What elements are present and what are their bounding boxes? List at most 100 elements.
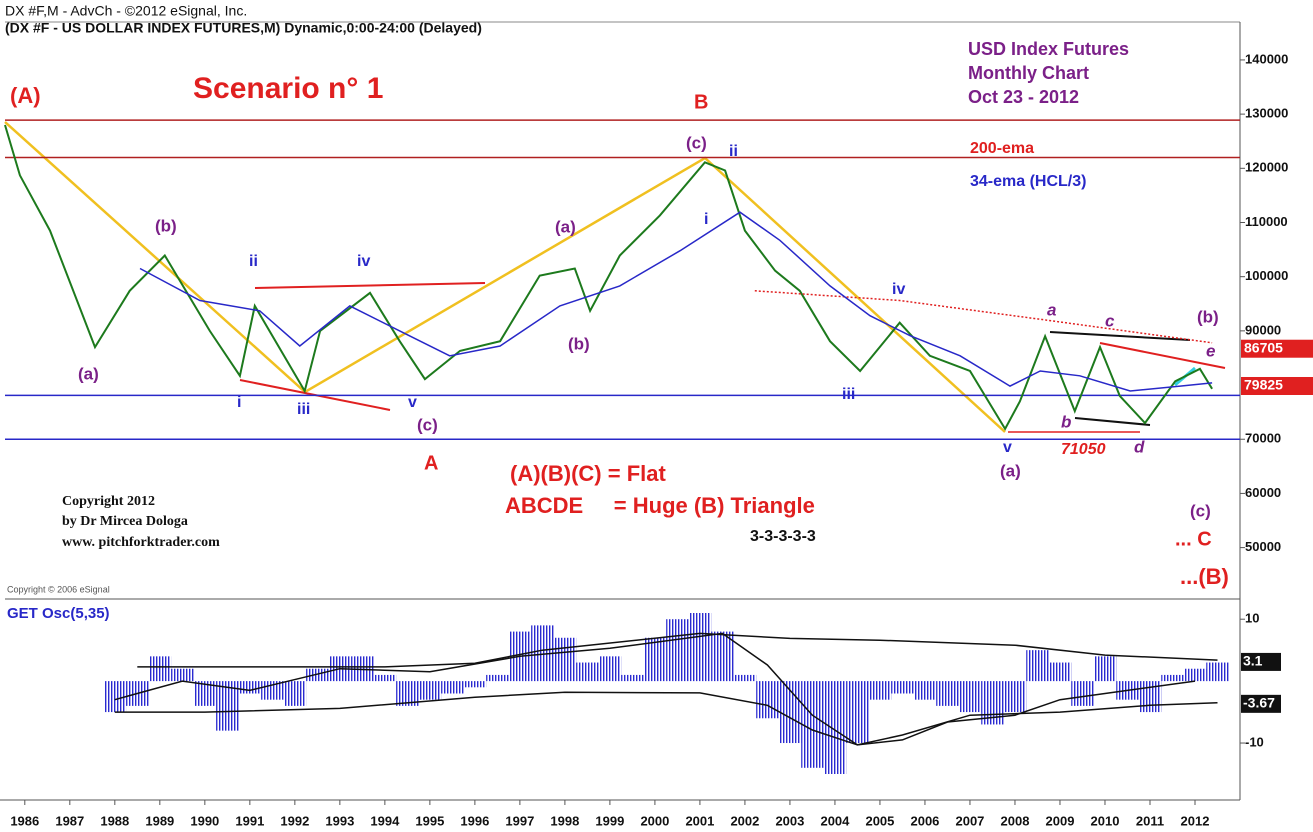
- annotation: (c): [1190, 501, 1211, 520]
- annotation: d: [1134, 437, 1145, 456]
- osc-bar: [711, 631, 734, 682]
- x-tick-label: 1998: [550, 813, 579, 828]
- osc-bar: [531, 625, 554, 682]
- price-tag: [1241, 376, 1313, 395]
- y-tick-label: 10: [1245, 611, 1259, 626]
- osc-bar: [1048, 662, 1072, 682]
- annotation: ii: [249, 253, 258, 270]
- trend-line: [1049, 331, 1191, 341]
- series-line: [4, 124, 1213, 431]
- x-tick-label: 1992: [280, 813, 309, 828]
- annotation: 3-3-3-3-3: [750, 528, 816, 545]
- annotation: ...(B): [1180, 564, 1229, 589]
- osc-bar: [913, 681, 937, 700]
- x-tick-label: 1995: [415, 813, 444, 828]
- annotation: ii: [729, 143, 738, 160]
- trend-line: [254, 282, 486, 289]
- series-line: [114, 691, 1218, 746]
- y-tick-label: 130000: [1245, 106, 1288, 121]
- osc-bar: [576, 662, 599, 682]
- value-tag-label: 3.1: [1243, 653, 1263, 669]
- value-tag: [1241, 652, 1281, 671]
- y-tick-label: 50000: [1245, 539, 1281, 554]
- x-tick-label: 2002: [730, 813, 759, 828]
- series-line: [114, 632, 1196, 746]
- header-line: (DX #F - US DOLLAR INDEX FUTURES,M) Dyna…: [5, 20, 482, 36]
- y-tick-label: -10: [1245, 734, 1264, 749]
- osc-bar: [801, 681, 824, 768]
- osc-bar: [373, 674, 397, 682]
- osc-title: GET Osc(5,35): [7, 605, 110, 622]
- x-tick-label: 1994: [370, 813, 400, 828]
- annotation: e: [1206, 341, 1215, 360]
- osc-bar: [216, 681, 239, 731]
- wave-line: [4, 121, 1006, 433]
- x-tick-label: 2007: [955, 813, 984, 828]
- annotation: b: [1061, 412, 1071, 431]
- x-tick-label: 2004: [820, 813, 850, 828]
- osc-bar: [418, 681, 442, 700]
- osc-bar: [1026, 650, 1049, 682]
- price-tag-label: 79825: [1244, 377, 1283, 393]
- header-line: DX #F,M - AdvCh - ©2012 eSignal, Inc.: [5, 3, 247, 19]
- annotation: a: [1047, 300, 1056, 319]
- annotation: Scenario n° 1: [193, 72, 383, 105]
- value-tag-label: -3.67: [1243, 695, 1275, 711]
- x-tick-label: 2010: [1091, 813, 1120, 828]
- y-tick-label: 100000: [1245, 268, 1288, 283]
- x-tick-label: 2001: [685, 813, 714, 828]
- x-tick-label: 1988: [100, 813, 129, 828]
- x-tick-label: 2008: [1001, 813, 1030, 828]
- osc-bar: [193, 681, 217, 706]
- annotation: i: [704, 211, 708, 228]
- osc-bar: [103, 681, 127, 713]
- osc-bar: [238, 681, 262, 694]
- osc-bar: [486, 674, 509, 682]
- x-tick-label: 1991: [235, 813, 264, 828]
- annotation: Copyright 2012: [62, 494, 155, 509]
- x-tick-label: 2000: [640, 813, 669, 828]
- osc-bar: [306, 668, 329, 682]
- price-tag: [1241, 339, 1313, 358]
- osc-bar: [868, 681, 892, 700]
- annotation: (a): [1000, 461, 1021, 480]
- annotation: ... C: [1175, 528, 1212, 550]
- annotation: Monthly Chart: [968, 63, 1089, 83]
- osc-bar: [846, 681, 869, 744]
- y-tick-label: 70000: [1245, 431, 1281, 446]
- y-tick-label: 120000: [1245, 160, 1288, 175]
- annotation: (A)(B)(C) = Flat: [510, 461, 666, 486]
- annotation: (a): [555, 217, 576, 236]
- osc-bar: [1071, 681, 1094, 706]
- annotation: iii: [842, 386, 855, 403]
- osc-bar: [396, 681, 419, 706]
- osc-bar: [891, 681, 914, 694]
- x-tick-label: 1989: [145, 813, 174, 828]
- annotation: iv: [357, 253, 370, 270]
- annotation: i: [237, 394, 241, 411]
- osc-bar: [666, 619, 689, 682]
- annotation: (b): [155, 216, 177, 235]
- annotation: (c): [686, 133, 707, 152]
- x-tick-label: 2005: [865, 813, 894, 828]
- x-tick-label: 2012: [1181, 813, 1210, 828]
- x-tick-label: 1996: [460, 813, 489, 828]
- annotation: v: [408, 394, 417, 411]
- y-tick-label: 140000: [1245, 51, 1288, 66]
- legend-label: 34-ema (HCL/3): [970, 173, 1086, 190]
- annotation: www. pitchforktrader.com: [62, 535, 220, 550]
- osc-bar: [936, 681, 959, 706]
- osc-bar: [553, 637, 577, 682]
- annotation: iv: [892, 281, 905, 298]
- y-tick-label: 110000: [1245, 214, 1288, 229]
- osc-bar: [621, 674, 644, 682]
- osc-bar: [1138, 681, 1162, 713]
- osc-bar: [261, 681, 284, 700]
- annotation: 71050: [1061, 441, 1106, 458]
- osc-bar: [958, 681, 982, 713]
- series-line: [137, 632, 1218, 668]
- osc-bar: [1003, 681, 1027, 713]
- osc-bar: [1183, 668, 1207, 682]
- legend-label: 200-ema: [970, 140, 1034, 157]
